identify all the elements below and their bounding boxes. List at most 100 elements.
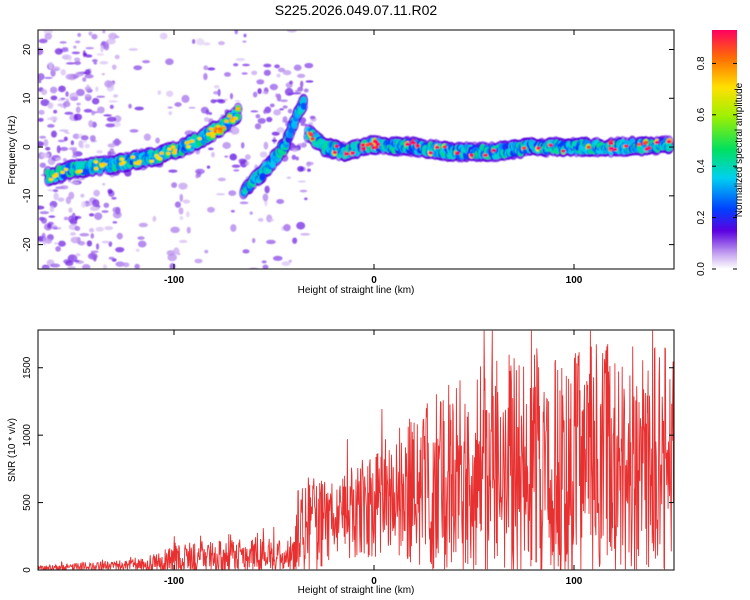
- spectrogram-peak-cell: [368, 142, 373, 146]
- spectrogram-noise-cell: [304, 62, 314, 69]
- spectrogram-noise-cell: [91, 110, 96, 116]
- spectrogram-noise-cell: [53, 109, 58, 114]
- spectrogram-noise-cell: [296, 221, 306, 230]
- spectrogram-noise-cell: [50, 69, 56, 77]
- spectrogram-x-axis-label: Height of straight line (km): [298, 285, 415, 296]
- spectrogram-noise-cell: [266, 214, 273, 223]
- spectrogram-noise-cell: [257, 88, 262, 95]
- spectrogram-y-tick-label: 0: [22, 144, 33, 150]
- spectrogram-noise-cell: [292, 237, 298, 244]
- spectrogram-noise-cell: [74, 57, 81, 62]
- spectrogram-noise-cell: [75, 88, 85, 97]
- spectrogram-noise-cell: [38, 38, 48, 44]
- spectrogram-noise-cell: [103, 202, 110, 208]
- spectrogram-noise-cell: [295, 156, 299, 161]
- spectrogram-peak-cell: [360, 143, 366, 147]
- spectrogram-noise-cell: [179, 193, 184, 202]
- spectrogram-peak-cell: [102, 162, 108, 166]
- spectrogram-noise-cell: [84, 86, 92, 92]
- spectrogram-noise-cell: [128, 48, 139, 51]
- spectrogram-noise-cell: [60, 97, 66, 100]
- snr-x-tick-label: 100: [566, 576, 583, 587]
- spectrogram-noise-cell: [105, 123, 115, 128]
- spectrogram-noise-cell: [100, 44, 104, 53]
- spectrogram-noise-cell: [92, 199, 100, 207]
- colorbar: 0.0 0.2 0.4 0.6 0.8 Normalized spectral ampl…: [696, 30, 745, 276]
- spectrogram-noise-cell: [292, 91, 302, 95]
- colorbar-label: Normalized spectral amplitude: [734, 82, 745, 217]
- spectrogram-noise-cell: [170, 226, 180, 234]
- spectrogram-noise-cell: [84, 69, 91, 76]
- spectrogram-noise-cell: [94, 212, 103, 220]
- spectrogram-noise-cell: [234, 100, 241, 103]
- spectrogram-noise-cell: [115, 261, 125, 267]
- spectrogram-noise-cell: [71, 51, 81, 55]
- spectrogram-noise-cell: [261, 260, 267, 264]
- spectrogram-noise-cell: [300, 80, 304, 88]
- spectrogram-peak-cell: [172, 151, 177, 155]
- spectrogram-noise-cell: [179, 215, 184, 221]
- spectrogram-cell: [259, 172, 266, 180]
- spectrogram-noise-cell: [203, 117, 210, 122]
- spectrogram-peak-cell: [48, 177, 54, 181]
- spectrogram-noise-cell: [62, 101, 71, 108]
- spectrogram-noise-cell: [69, 92, 79, 101]
- spectrogram-noise-cell: [86, 240, 93, 247]
- spectrogram-noise-cell: [182, 199, 191, 204]
- spectrogram-noise-cell: [309, 115, 316, 120]
- spectrogram-noise-cell: [279, 108, 284, 111]
- spectrogram-peak-cell: [405, 142, 410, 147]
- spectrogram-peak-cell: [210, 132, 215, 136]
- spectrogram-noise-cell: [101, 210, 109, 213]
- spectrogram-noise-cell: [291, 147, 299, 152]
- spectrogram-noise-cell: [73, 45, 77, 49]
- spectrogram-noise-cell: [228, 190, 237, 196]
- spectrogram-peak-cell: [654, 140, 660, 144]
- spectrogram-peak-cell: [54, 172, 59, 177]
- spectrogram-noise-cell: [93, 62, 98, 65]
- spectrogram-peak-cell: [375, 142, 381, 146]
- spectrogram-noise-cell: [38, 117, 44, 122]
- spectrogram-noise-cell: [168, 169, 178, 173]
- spectrogram-noise-cell: [113, 94, 119, 98]
- spectrogram-noise-cell: [107, 188, 113, 194]
- spectrogram-noise-cell: [55, 246, 61, 252]
- spectrogram-noise-cell: [50, 263, 61, 268]
- figure-title: S225.2026.049.07.11.R02: [275, 2, 438, 18]
- spectrogram-noise-cell: [207, 206, 215, 213]
- spectrogram-noise-cell: [53, 192, 59, 201]
- spectrogram-noise-cell: [263, 109, 267, 115]
- spectrogram-noise-cell: [40, 88, 48, 96]
- spectrogram-noise-cell: [99, 61, 109, 65]
- spectrogram-noise-cell: [48, 215, 56, 218]
- colorbar-strip: [712, 30, 737, 269]
- spectrogram-peak-cell: [63, 167, 69, 172]
- spectrogram-noise-cell: [286, 30, 297, 33]
- spectrogram-noise-cell: [192, 39, 196, 44]
- spectrogram-noise-cell: [87, 252, 98, 260]
- spectrogram-noise-cell: [114, 54, 120, 60]
- spectrogram-noise-cell: [58, 85, 66, 93]
- spectrogram-noise-cell: [230, 209, 235, 213]
- spectrogram-noise-cell: [276, 73, 281, 78]
- spectrogram-noise-cell: [142, 60, 150, 64]
- spectrogram-noise-cell: [85, 47, 95, 50]
- spectrogram-peak-cell: [197, 137, 202, 141]
- spectrogram-noise-cell: [263, 69, 271, 76]
- spectrogram-noise-cell: [69, 181, 80, 184]
- spectrogram-noise-cell: [159, 32, 168, 40]
- spectrogram-noise-cell: [48, 61, 54, 70]
- spectrogram-noise-cell: [81, 201, 87, 208]
- spectrogram-peak-cell: [233, 116, 238, 121]
- spectrogram-peak-cell: [218, 127, 223, 131]
- spectrogram-noise-cell: [83, 108, 93, 113]
- spectrogram-noise-cell: [208, 112, 212, 115]
- spectrogram-noise-cell: [40, 152, 50, 159]
- spectrogram-noise-cell: [211, 151, 215, 158]
- spectrogram-noise-cell: [181, 94, 190, 103]
- spectrogram-peak-cell: [309, 133, 314, 137]
- spectrogram-noise-cell: [245, 161, 250, 166]
- spectrogram-noise-cell: [230, 126, 240, 135]
- spectrogram-noise-cell: [296, 73, 306, 78]
